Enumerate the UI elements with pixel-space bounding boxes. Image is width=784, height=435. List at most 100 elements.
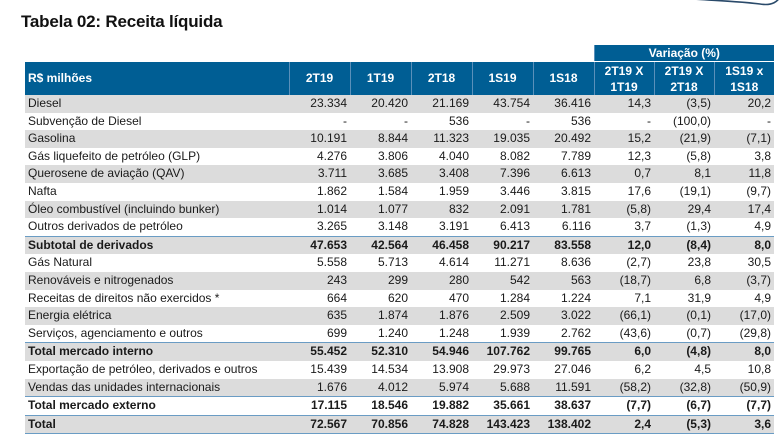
variation-cell-3: (7,1) xyxy=(714,130,774,148)
value-cell-2t19: 243 xyxy=(289,271,350,290)
row-label: Receitas de direitos não exercidos * xyxy=(28,290,220,305)
variation-cell-1: (43,6) xyxy=(619,325,651,340)
table-row: Outros derivados de petróleo 3.265 3.148 3.… xyxy=(25,218,774,236)
variation-cell-3: 4,9 xyxy=(754,219,771,234)
value-cell-1s19: 1.284 xyxy=(499,290,530,305)
value-cell-1t19: 70.856 xyxy=(350,414,411,435)
value-cell-1s19: 7.396 xyxy=(472,165,533,183)
value-cell-2t19: 1.014 xyxy=(289,200,350,219)
value-cell-1s18: 1.781 xyxy=(533,200,594,219)
value-cell-2t19: 10.191 xyxy=(289,130,350,148)
value-cell-1s18: 8.636 xyxy=(560,255,591,270)
row-label: Gás liquefeito de petróleo (GLP) xyxy=(28,148,201,163)
value-cell-2t18: 1.876 xyxy=(411,307,472,325)
row-label: Renováveis e nitrogenados xyxy=(25,271,289,290)
variation-header-line1: 2T19 X xyxy=(664,63,704,78)
value-cell-1s18: 20.492 xyxy=(533,130,594,148)
variation-cell-1: - xyxy=(647,113,651,128)
table-row: Diesel 23.334 20.420 21.169 43.754 36.416 14,3… xyxy=(25,95,774,113)
value-cell-1s19: 43.754 xyxy=(472,95,533,113)
variation-cell-3: 10,8 xyxy=(747,361,771,376)
value-cell-1s18: 6.613 xyxy=(533,165,594,183)
row-label: Outros derivados de petróleo xyxy=(28,219,183,234)
value-cell-2t18: 536 xyxy=(448,113,469,128)
table-row: Serviços, agenciamento e outros 699 1.240 1… xyxy=(25,325,774,343)
value-cell-1s18: 6.116 xyxy=(561,219,591,234)
value-cell-2t18: 11.323 xyxy=(411,130,472,148)
value-cell-1s18: 36.416 xyxy=(533,95,594,113)
variation-cell-1: (2,7) xyxy=(626,255,651,270)
variation-cell-3: (17,0) xyxy=(714,307,774,325)
variation-cell-3: 8,0 xyxy=(714,342,774,361)
value-cell-1s19: - xyxy=(526,113,530,128)
value-cell-1t19: 18.546 xyxy=(350,396,411,416)
value-cell-1s18: 3.022 xyxy=(533,307,594,325)
table-row-subtotal: Total 72.567 70.856 74.828 143.423 138.402 2,4… xyxy=(25,414,774,435)
value-cell-1s19: 6.413 xyxy=(499,219,530,234)
variation-cell-3: 3,6 xyxy=(714,414,774,435)
variation-cell-2: (3,5) xyxy=(654,95,714,113)
value-cell-1s18: 2.762 xyxy=(560,325,591,340)
value-cell-1s18: 536 xyxy=(570,113,591,128)
value-cell-2t19: 15.439 xyxy=(310,361,347,376)
value-cell-1t19: 14.534 xyxy=(371,361,408,376)
variation-cell-2: (4,8) xyxy=(654,342,714,361)
value-cell-1t19: 20.420 xyxy=(350,95,411,113)
value-cell-1t19: 3.806 xyxy=(377,148,408,163)
value-cell-1s19: 107.762 xyxy=(472,342,533,361)
table-body: Diesel 23.334 20.420 21.169 43.754 36.416 14,3… xyxy=(25,95,774,435)
variation-cell-1: 2,4 xyxy=(594,414,654,435)
value-cell-2t19: 1.676 xyxy=(289,378,350,397)
value-cell-2t19: 55.452 xyxy=(289,342,350,361)
variation-cell-3: (7,7) xyxy=(714,396,774,416)
value-cell-2t18: 13.908 xyxy=(432,361,469,376)
value-cell-1s19: 19.035 xyxy=(472,130,533,148)
table-row: Subvenção de Diesel - - 536 - 536 - (100,0) - xyxy=(25,113,774,131)
value-cell-2t19: 664 xyxy=(326,290,347,305)
variation-cell-2: 6,8 xyxy=(654,271,714,290)
revenue-table: Variação (%) R$ milhões 2T19 1T19 2T18 1… xyxy=(25,45,774,435)
value-cell-2t18: 1.248 xyxy=(438,325,469,340)
variation-header-2t19-vs-1t19: 2T19 X 1T19 xyxy=(593,61,654,95)
variation-cell-1: (5,8) xyxy=(594,200,654,219)
column-header-2t18: 2T18 xyxy=(410,61,472,95)
row-label: Subtotal de derivados xyxy=(25,235,289,255)
value-cell-1t19: - xyxy=(404,113,408,128)
variation-cell-1: 17,6 xyxy=(627,183,651,198)
variation-cell-3: - xyxy=(767,113,771,128)
value-cell-2t18: 74.828 xyxy=(411,414,472,435)
value-cell-1t19: 3.148 xyxy=(377,219,408,234)
value-cell-1s18: 11.591 xyxy=(533,378,594,397)
variation-cell-2: (5,8) xyxy=(686,148,711,163)
value-cell-1t19: 1.077 xyxy=(350,200,411,219)
table-row: Exportação de petróleo, derivados e outr… xyxy=(25,361,774,379)
value-cell-2t19: - xyxy=(343,113,347,128)
variation-cell-3: 3,8 xyxy=(754,148,771,163)
column-header-1s18: 1S18 xyxy=(532,61,594,95)
value-cell-2t19: 72.567 xyxy=(289,414,350,435)
value-cell-1s19: 5.688 xyxy=(472,378,533,397)
value-cell-1s18: 1.224 xyxy=(560,290,591,305)
variation-cell-2: 29,4 xyxy=(654,200,714,219)
value-cell-1t19: 1.874 xyxy=(350,307,411,325)
value-cell-1s18: 99.765 xyxy=(533,342,594,361)
variation-cell-1: (58,2) xyxy=(594,378,654,397)
variation-cell-3: (29,8) xyxy=(739,325,771,340)
variation-cell-3: 17,4 xyxy=(714,200,774,219)
variation-header-line2: 2T18 xyxy=(670,79,698,94)
row-label: Vendas das unidades internacionais xyxy=(25,378,289,397)
variation-cell-2: (1,3) xyxy=(686,219,711,234)
row-label: Exportação de petróleo, derivados e outr… xyxy=(28,361,258,376)
value-cell-2t19: 17.115 xyxy=(289,396,350,416)
value-cell-2t19: 5.558 xyxy=(316,255,347,270)
variation-header-line1: 2T19 X xyxy=(604,63,644,78)
table-row: Óleo combustível (incluindo bunker) 1.014… xyxy=(25,200,774,219)
row-label: Nafta xyxy=(28,183,57,198)
table-title: Tabela 02: Receita líquida xyxy=(21,12,223,31)
value-cell-2t18: 3.408 xyxy=(411,165,472,183)
table-row-subtotal: Total mercado externo 17.115 18.546 19.882 3… xyxy=(25,396,774,416)
value-cell-2t19: 1.862 xyxy=(316,183,347,198)
variation-cell-2: (19,1) xyxy=(679,183,711,198)
table-row: Renováveis e nitrogenados 243 299 280 542 563… xyxy=(25,271,774,290)
table-row: Nafta 1.862 1.584 1.959 3.446 3.815 17,6 (19,1)… xyxy=(25,183,774,201)
